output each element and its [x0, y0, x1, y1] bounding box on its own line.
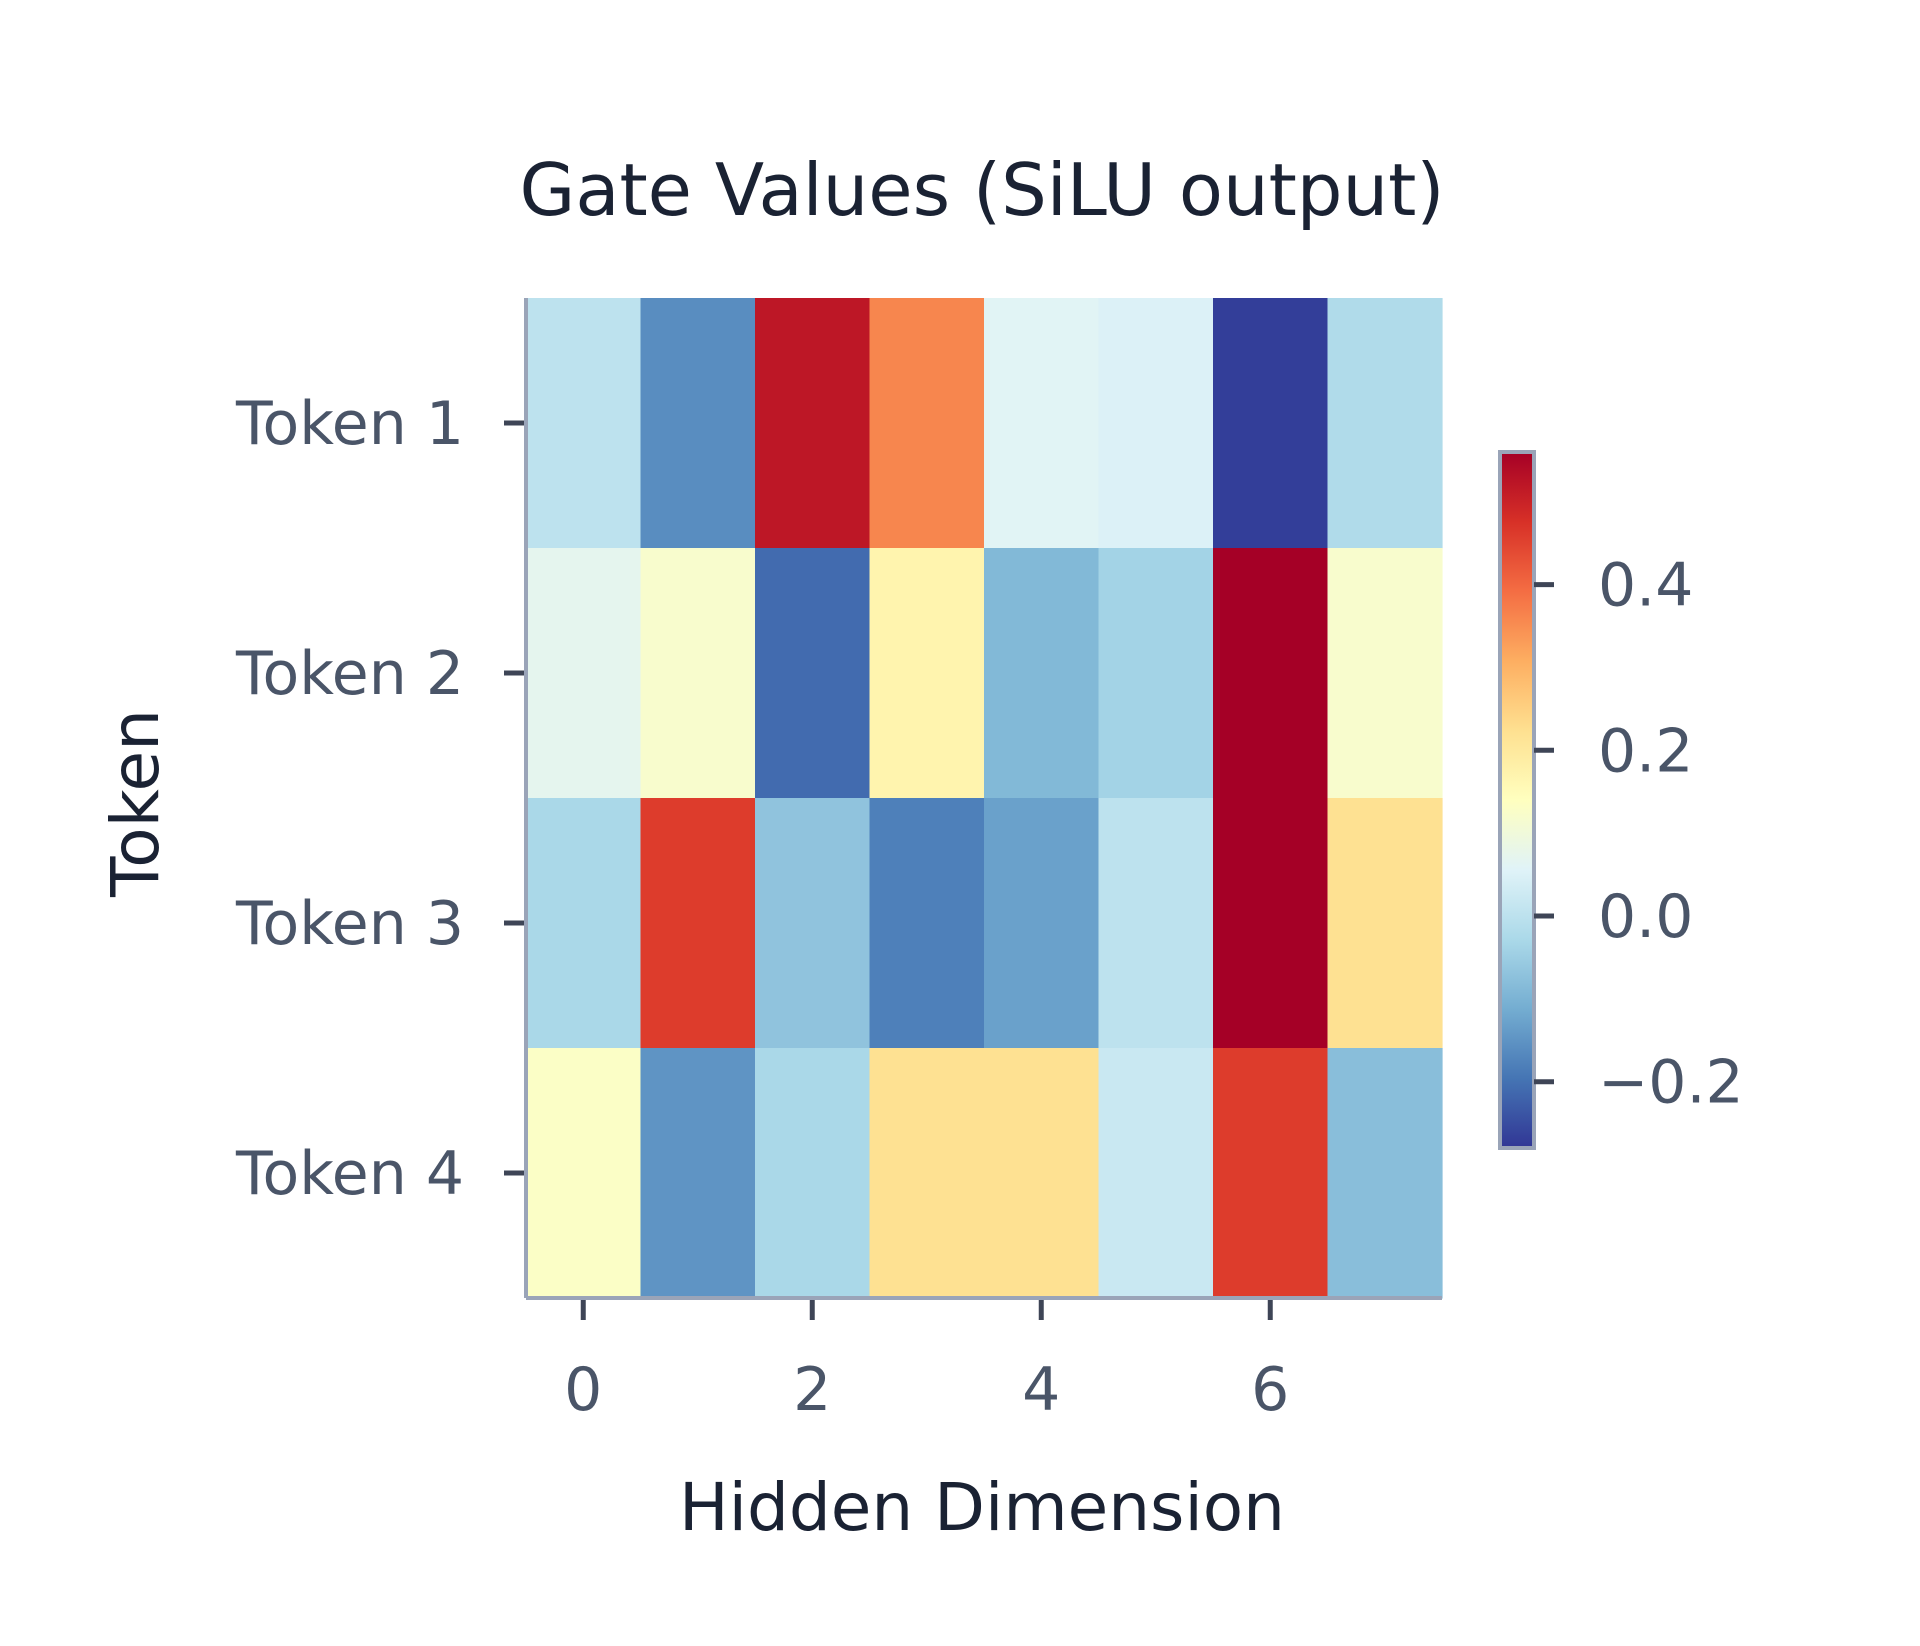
heatmap-cell — [984, 548, 1100, 799]
x-tick-label: 6 — [1251, 1355, 1289, 1425]
y-tick-label: Token 2 — [235, 639, 464, 709]
heatmap-cell — [869, 798, 985, 1049]
heatmap-cell — [869, 1048, 985, 1299]
x-ticks: 0 2 4 6 — [564, 1300, 1289, 1425]
heatmap-cell — [1327, 1048, 1443, 1299]
heatmap-cell — [1327, 798, 1443, 1049]
heatmap-cell — [1098, 298, 1214, 549]
heatmap-cell — [640, 1048, 756, 1299]
colorbar-tick-label: 0.2 — [1598, 716, 1693, 786]
x-tick-label: 2 — [793, 1355, 831, 1425]
heatmap-cell — [755, 798, 871, 1049]
heatmap-cell — [526, 548, 642, 799]
heatmap-cell — [984, 798, 1100, 1049]
heatmap-cell — [984, 1048, 1100, 1299]
x-tick-label: 4 — [1022, 1355, 1060, 1425]
heatmap-cells — [526, 298, 1443, 1299]
heatmap-cell — [755, 548, 871, 799]
heatmap-cell — [1327, 298, 1443, 549]
y-ticks: Token 1 Token 2 Token 3 Token 4 — [235, 389, 524, 1209]
colorbar-tick-label: −0.2 — [1598, 1048, 1744, 1118]
heatmap-cell — [1098, 1048, 1214, 1299]
heatmap-cell — [526, 798, 642, 1049]
colorbar-gradient — [1500, 452, 1534, 1148]
heatmap-cell — [1098, 548, 1214, 799]
colorbar-tick-label: 0.4 — [1598, 551, 1693, 621]
colorbar-frame — [1498, 450, 1536, 1150]
colorbar: 0.4 0.2 0.0 −0.2 — [1498, 450, 1744, 1150]
heatmap-cell — [640, 548, 756, 799]
colorbar-tick-label: 0.0 — [1598, 882, 1693, 952]
heatmap-cell — [755, 298, 871, 549]
heatmap-cell — [1098, 798, 1214, 1049]
x-tick-label: 0 — [564, 1355, 602, 1425]
x-axis-label: Hidden Dimension — [679, 1469, 1285, 1546]
heatmap-cell — [526, 298, 642, 549]
y-tick-label: Token 3 — [235, 889, 464, 959]
y-tick-label: Token 1 — [235, 389, 464, 459]
heatmap-cell — [1213, 298, 1329, 549]
heatmap-cell — [869, 548, 985, 799]
heatmap-cell — [869, 298, 985, 549]
chart-title: Gate Values (SiLU output) — [520, 148, 1445, 232]
y-tick-label: Token 4 — [235, 1139, 464, 1209]
heatmap-cell — [984, 298, 1100, 549]
heatmap-cell — [1213, 798, 1329, 1049]
heatmap-cell — [640, 798, 756, 1049]
axes — [524, 298, 1442, 1300]
colorbar-ticks: 0.4 0.2 0.0 −0.2 — [1534, 551, 1744, 1118]
heatmap-cell — [755, 1048, 871, 1299]
heatmap-cell — [1213, 1048, 1329, 1299]
heatmap-cell — [1213, 548, 1329, 799]
y-axis-label: Token — [97, 709, 174, 898]
heatmap-cell — [640, 298, 756, 549]
heatmap-cell — [1327, 548, 1443, 799]
heatmap-cell — [526, 1048, 642, 1299]
